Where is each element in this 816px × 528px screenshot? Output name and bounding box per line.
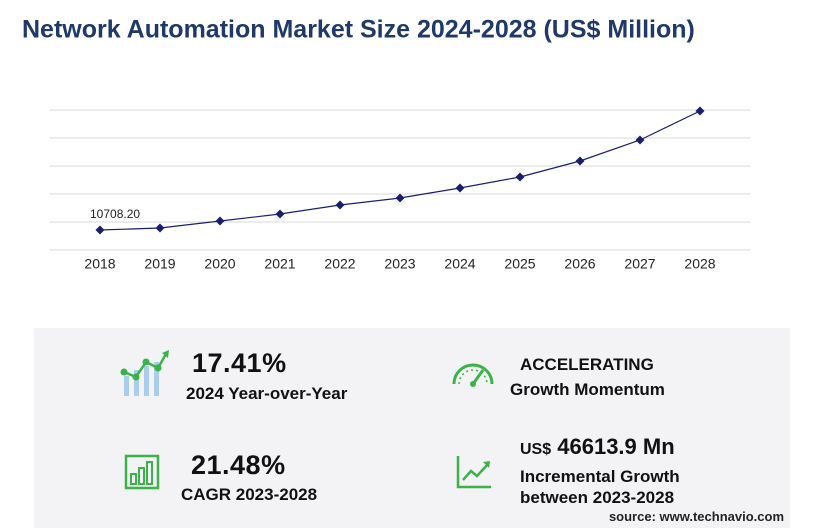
x-tick-label: 2025 bbox=[504, 256, 535, 272]
point bbox=[335, 200, 345, 210]
momentum-value: ACCELERATING bbox=[520, 355, 654, 374]
momentum-label: Growth Momentum bbox=[510, 380, 665, 399]
line bbox=[99, 110, 701, 231]
point bbox=[635, 135, 645, 145]
point bbox=[455, 183, 465, 193]
point bbox=[575, 156, 585, 166]
chart: Network Automation Market Size 2024-2028… bbox=[22, 16, 750, 272]
point bbox=[395, 193, 405, 203]
cagr-icon bbox=[124, 454, 160, 490]
point bbox=[515, 172, 525, 182]
x-tick-label: 2023 bbox=[384, 256, 415, 272]
incremental-value: 46613.9 Mn bbox=[557, 434, 675, 459]
cagr-value: 21.48% bbox=[191, 450, 286, 480]
incremental-label: Incremental Growth between 2023-2028 bbox=[520, 467, 680, 507]
point bbox=[695, 106, 705, 116]
x-tick-label: 2028 bbox=[684, 256, 715, 272]
incremental-prefix: US$ bbox=[520, 441, 552, 458]
point bbox=[275, 209, 285, 219]
point bbox=[215, 216, 225, 226]
cagr-label: CAGR 2023-2028 bbox=[181, 485, 318, 504]
x-tick-label: 2022 bbox=[324, 256, 355, 272]
yoy-value: 17.41% bbox=[192, 348, 287, 378]
point bbox=[155, 223, 165, 233]
source: source: www.technavio.com bbox=[608, 509, 784, 524]
x-tick-label: 2020 bbox=[204, 256, 235, 272]
x-tick-label: 2024 bbox=[444, 256, 475, 272]
x-tick-label: 2018 bbox=[84, 256, 115, 272]
gauge-icon bbox=[452, 363, 494, 387]
point bbox=[95, 225, 105, 235]
x-tick-label: 2021 bbox=[264, 256, 295, 272]
yoy-label: 2024 Year-over-Year bbox=[186, 384, 348, 403]
x-tick-label: 2019 bbox=[144, 256, 175, 272]
x-tick-label: 2026 bbox=[564, 256, 595, 272]
highlights-panel bbox=[34, 328, 790, 528]
growth-icon bbox=[456, 456, 491, 489]
incremental-figure: US$ 46613.9 Mn bbox=[520, 434, 675, 460]
chart-title: Network Automation Market Size 2024-2028… bbox=[22, 16, 695, 44]
x-tick-label: 2027 bbox=[624, 256, 655, 272]
data-label: 10708.20 bbox=[90, 207, 140, 221]
yoy-icon bbox=[120, 350, 169, 396]
